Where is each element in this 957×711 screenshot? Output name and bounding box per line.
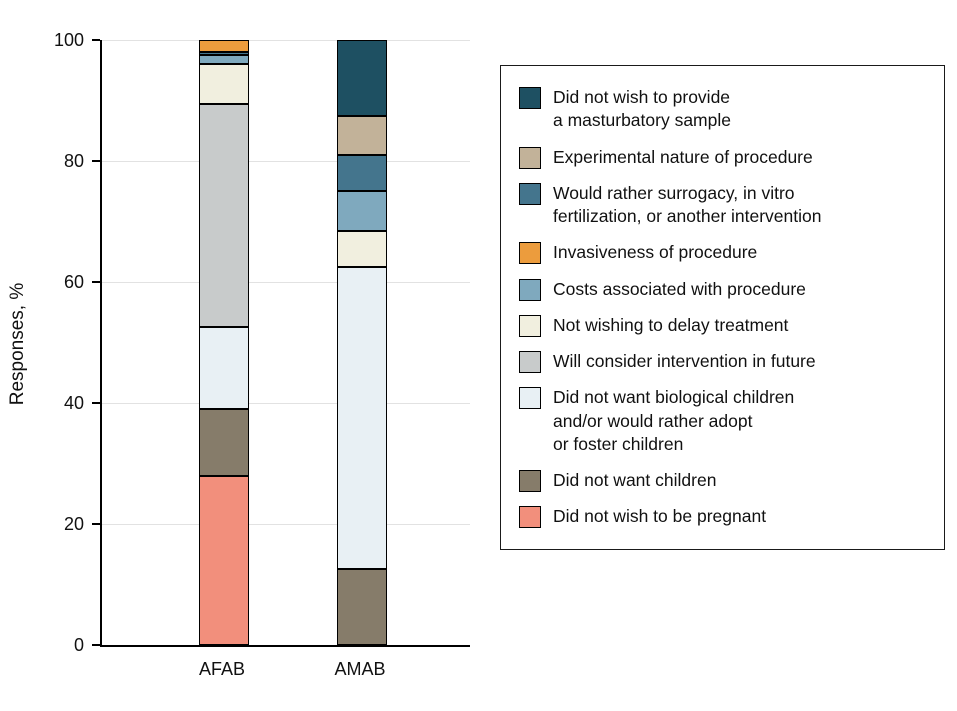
x-category-label: AMAB: [334, 659, 386, 679]
bar-segment: [337, 40, 387, 116]
legend-swatch: [519, 278, 541, 301]
x-category-label: AFAB: [198, 659, 246, 679]
bar-segment: [199, 475, 249, 645]
legend-item: Not wishing to delay treatment: [519, 314, 926, 337]
bar-segment: [337, 266, 387, 570]
bar-segment: [337, 569, 387, 645]
legend-swatch: [519, 87, 541, 109]
bar-segment: [199, 55, 249, 65]
bar-segment: [337, 230, 387, 267]
y-tick-mark: [92, 39, 100, 41]
legend-item: Will consider intervention in future: [519, 350, 926, 374]
gridline: [102, 40, 470, 41]
legend-item: Invasiveness of procedure: [519, 241, 926, 265]
bar-segment: [199, 64, 249, 104]
chart: Responses, % 0 20 40 60 80 100 AFAB AMAB: [7, 30, 470, 679]
legend-swatch: [519, 314, 541, 337]
legend-label: Did not wish to provide a masturbatory s…: [553, 87, 731, 131]
legend-swatch: [519, 351, 541, 374]
y-tick-mark: [92, 402, 100, 404]
bar-segment: [199, 52, 249, 56]
bar-segment: [337, 115, 387, 155]
bar-segment: [199, 409, 249, 476]
y-axis-title: Responses, %: [7, 282, 28, 406]
legend-label: Will consider intervention in future: [553, 351, 816, 372]
plot-area: [100, 40, 470, 647]
legend-label: Not wishing to delay treatment: [553, 314, 789, 335]
legend-item: Did not want biological children and/or …: [519, 386, 926, 456]
y-tick-label: 0: [73, 635, 84, 655]
legend-swatch: [519, 387, 541, 410]
bar-segment: [199, 327, 249, 410]
legend-label: Did not wish to be pregnant: [553, 506, 767, 527]
legend-label: Did not want children: [553, 470, 717, 491]
legend-swatch: [519, 470, 541, 493]
bar-segment: [199, 40, 249, 53]
legend-item: Did not wish to be pregnant: [519, 505, 926, 529]
legend-label: Did not want biological children and/or …: [553, 387, 795, 454]
legend-label: Invasiveness of procedure: [553, 242, 758, 263]
legend-swatch: [519, 182, 541, 205]
legend-label: Would rather surrogacy, in vitro fertili…: [553, 182, 822, 227]
y-tick-label: 40: [63, 393, 84, 413]
legend-item: Would rather surrogacy, in vitro fertili…: [519, 182, 926, 229]
y-tick-label: 80: [63, 151, 84, 171]
gridline: [102, 524, 470, 525]
legend-label: Costs associated with procedure: [553, 278, 806, 299]
legend-label: Experimental nature of procedure: [553, 146, 813, 167]
y-tick-mark: [92, 644, 100, 646]
y-tick-mark: [92, 160, 100, 162]
legend-swatch: [519, 146, 541, 169]
y-tick-label: 20: [63, 514, 84, 534]
y-tick-mark: [92, 281, 100, 283]
bar-segment: [199, 103, 249, 328]
bar-segment: [337, 191, 387, 231]
legend-item: Costs associated with procedure: [519, 278, 926, 301]
legend-item: Experimental nature of procedure: [519, 146, 926, 169]
legend-swatch: [519, 506, 541, 529]
y-tick-label: 100: [53, 30, 84, 50]
gridline: [102, 282, 470, 283]
legend-item: Did not wish to provide a masturbatory s…: [519, 86, 926, 133]
bar-amab: [337, 40, 387, 645]
gridline: [102, 403, 470, 404]
y-tick-mark: [92, 523, 100, 525]
bar-segment: [337, 154, 387, 192]
legend: Did not wish to provide a masturbatory s…: [500, 65, 945, 550]
gridline: [102, 161, 470, 162]
y-tick-label: 60: [63, 272, 84, 292]
legend-item: Did not want children: [519, 469, 926, 493]
bar-afab: [199, 40, 249, 645]
legend-swatch: [519, 242, 541, 265]
